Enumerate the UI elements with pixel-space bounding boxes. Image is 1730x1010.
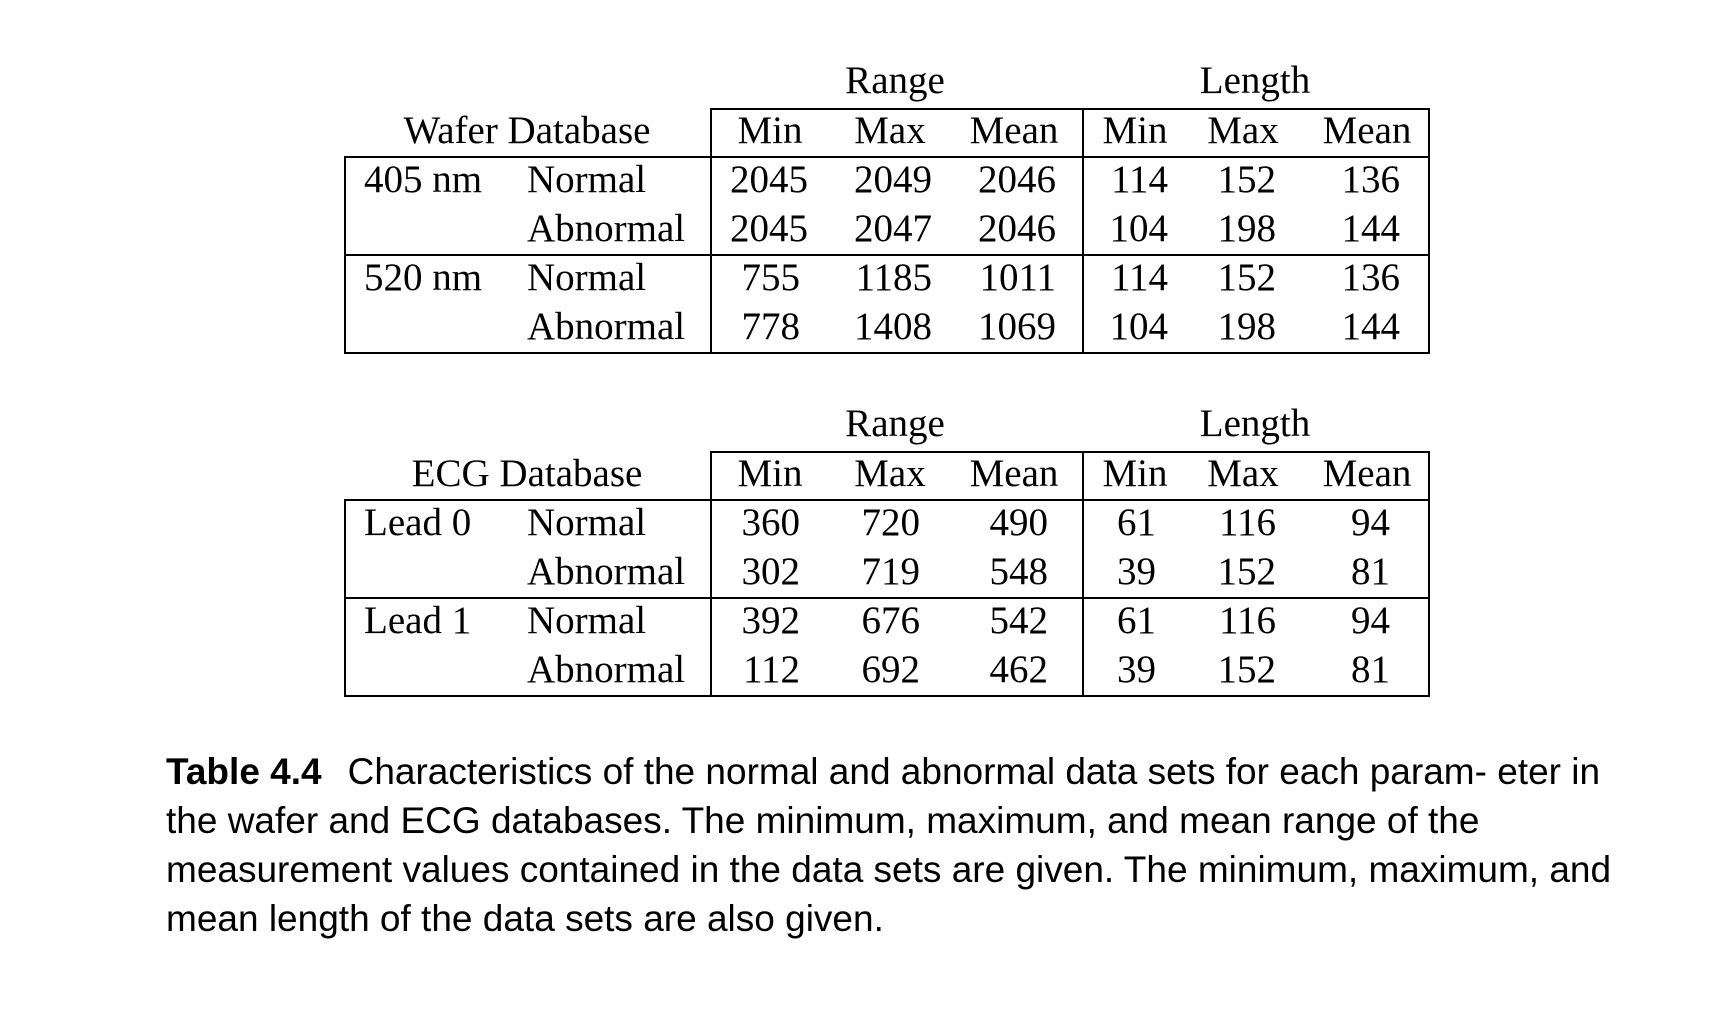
cell-range-max: 1408 — [854, 305, 932, 348]
cell-range-max: 720 — [861, 501, 921, 544]
cell-range-mean: 490 — [989, 501, 1049, 544]
rule-header-top — [710, 108, 1430, 110]
caption-label: Table 4.4 — [166, 751, 322, 792]
cell-range-min: 755 — [741, 256, 801, 299]
col-header-range-min: Min — [737, 109, 803, 152]
row-label: Abnormal — [527, 305, 686, 348]
col-header-length-max: Max — [1207, 109, 1279, 152]
rule-group-divider — [344, 254, 1430, 256]
cell-length-max: 152 — [1217, 550, 1277, 593]
caption-text: Characteristics of the normal and abnorm… — [166, 751, 1612, 939]
row-label: Abnormal — [527, 648, 686, 691]
rule-label-divider — [710, 451, 712, 697]
cell-length-mean: 144 — [1341, 305, 1401, 348]
col-header-range-max: Max — [854, 452, 926, 495]
cell-range-max: 2049 — [854, 158, 932, 201]
rule-header-top — [710, 451, 1430, 453]
cell-range-max: 676 — [861, 599, 921, 642]
database-label: Wafer Database — [403, 109, 651, 152]
cell-length-min: 114 — [1110, 256, 1168, 299]
cell-range-min: 2045 — [730, 207, 808, 250]
cell-length-min: 104 — [1109, 207, 1169, 250]
cell-range-mean: 2046 — [978, 158, 1056, 201]
length-group-header: Length — [1199, 59, 1311, 102]
wafer-database-table: Range Length Wafer Database Min Max Mean… — [344, 55, 1430, 355]
cell-length-mean: 136 — [1341, 158, 1401, 201]
col-header-length-mean: Mean — [1322, 109, 1412, 152]
rule-header-bottom — [344, 499, 1430, 501]
cell-range-mean: 542 — [989, 599, 1049, 642]
cell-range-max: 692 — [861, 648, 921, 691]
rule-right — [1428, 108, 1430, 354]
range-group-header: Range — [845, 402, 945, 445]
col-header-length-max: Max — [1207, 452, 1279, 495]
col-header-range-min: Min — [737, 452, 803, 495]
row-label: Normal — [527, 256, 647, 299]
cell-length-mean: 81 — [1351, 648, 1390, 691]
rule-range-length-divider — [1082, 451, 1084, 697]
rule-table-bottom — [344, 352, 1430, 354]
cell-length-min: 39 — [1117, 648, 1156, 691]
cell-length-mean: 94 — [1351, 501, 1390, 544]
length-group-header: Length — [1199, 402, 1311, 445]
cell-range-min: 112 — [742, 648, 800, 691]
cell-length-max: 116 — [1218, 599, 1276, 642]
row-label: Abnormal — [527, 207, 686, 250]
cell-range-mean: 1069 — [978, 305, 1056, 348]
group-label: Lead 0 — [364, 501, 472, 544]
cell-length-max: 152 — [1217, 256, 1277, 299]
cell-length-min: 61 — [1117, 599, 1156, 642]
col-header-length-min: Min — [1102, 452, 1168, 495]
cell-range-mean: 1011 — [979, 256, 1056, 299]
cell-range-min: 392 — [741, 599, 801, 642]
col-header-length-min: Min — [1102, 109, 1168, 152]
rule-left — [344, 156, 346, 354]
row-label: Normal — [527, 599, 647, 642]
cell-length-max: 116 — [1218, 501, 1276, 544]
cell-range-min: 360 — [741, 501, 801, 544]
cell-range-max: 2047 — [854, 207, 932, 250]
rule-group-divider — [344, 597, 1430, 599]
row-label: Normal — [527, 501, 647, 544]
range-group-header: Range — [845, 59, 945, 102]
database-label: ECG Database — [411, 452, 643, 495]
cell-range-mean: 548 — [989, 550, 1049, 593]
ecg-database-table: Range Length ECG Database Min Max Mean M… — [344, 398, 1430, 698]
cell-length-min: 61 — [1117, 501, 1156, 544]
group-label: Lead 1 — [364, 599, 472, 642]
cell-range-min: 2045 — [730, 158, 808, 201]
cell-length-mean: 81 — [1351, 550, 1390, 593]
rule-header-bottom — [344, 156, 1430, 158]
col-header-range-mean: Mean — [969, 452, 1059, 495]
col-header-range-max: Max — [854, 109, 926, 152]
cell-range-min: 302 — [741, 550, 801, 593]
rule-range-length-divider — [1082, 108, 1084, 354]
group-label: 405 nm — [364, 158, 483, 201]
rule-table-bottom — [344, 695, 1430, 697]
cell-length-mean: 94 — [1351, 599, 1390, 642]
cell-range-mean: 2046 — [978, 207, 1056, 250]
cell-length-min: 39 — [1117, 550, 1156, 593]
row-label: Abnormal — [527, 550, 686, 593]
cell-length-max: 152 — [1217, 648, 1277, 691]
group-label: 520 nm — [364, 256, 483, 299]
col-header-length-mean: Mean — [1322, 452, 1412, 495]
cell-length-mean: 136 — [1341, 256, 1401, 299]
cell-length-max: 152 — [1217, 158, 1277, 201]
cell-length-min: 114 — [1110, 158, 1168, 201]
rule-label-divider — [710, 108, 712, 354]
cell-range-max: 1185 — [855, 256, 932, 299]
cell-length-max: 198 — [1217, 207, 1277, 250]
cell-length-max: 198 — [1217, 305, 1277, 348]
cell-length-mean: 144 — [1341, 207, 1401, 250]
col-header-range-mean: Mean — [969, 109, 1059, 152]
cell-range-max: 719 — [861, 550, 921, 593]
row-label: Normal — [527, 158, 647, 201]
rule-left — [344, 499, 346, 697]
cell-range-mean: 462 — [989, 648, 1049, 691]
cell-length-min: 104 — [1109, 305, 1169, 348]
table-caption: Table 4.4 Characteristics of the normal a… — [166, 747, 1616, 943]
rule-right — [1428, 451, 1430, 697]
cell-range-min: 778 — [741, 305, 801, 348]
